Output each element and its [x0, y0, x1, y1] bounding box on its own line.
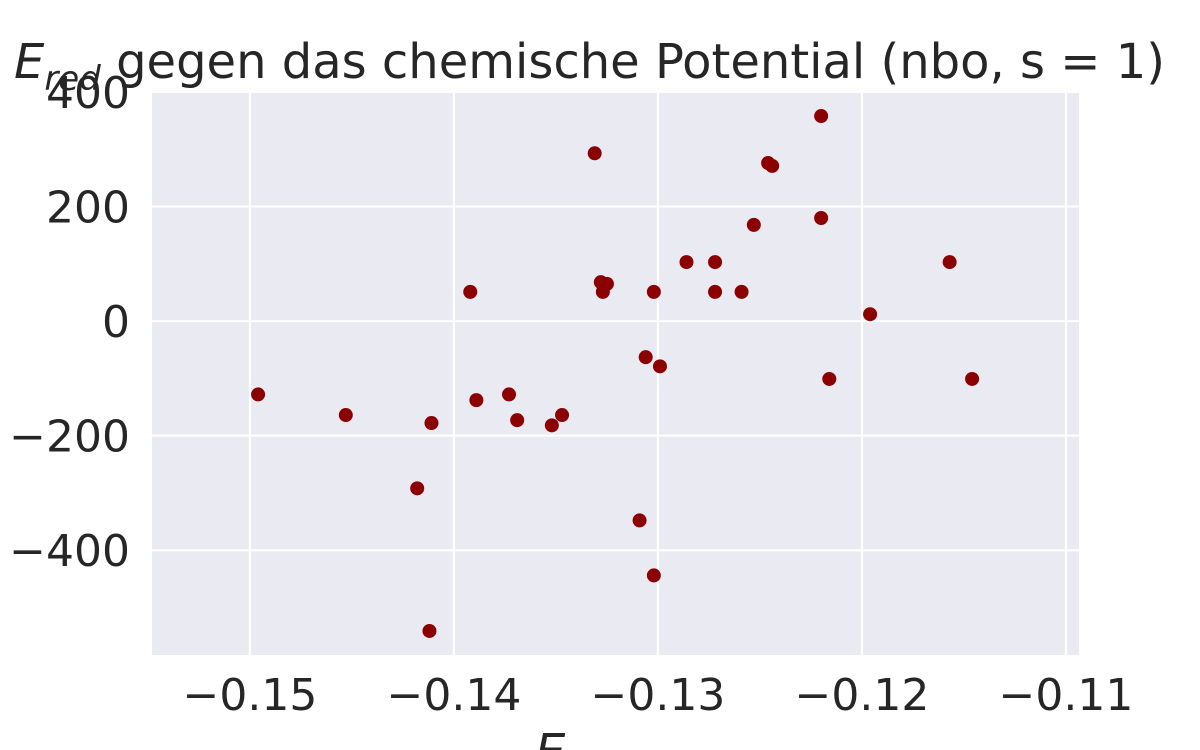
point — [338, 408, 353, 423]
point — [679, 255, 694, 270]
point — [424, 416, 439, 431]
x-tick-label: −0.15 — [183, 670, 318, 721]
point — [463, 284, 478, 299]
title-symbol: E — [14, 34, 45, 90]
point — [251, 387, 266, 402]
x-tick-label: −0.13 — [591, 670, 726, 721]
point — [510, 413, 525, 428]
point — [942, 255, 957, 270]
point — [555, 408, 570, 423]
point — [587, 146, 602, 161]
title-subscript: red — [44, 59, 101, 99]
point — [544, 418, 559, 433]
point — [822, 371, 837, 386]
point — [765, 158, 780, 173]
point — [410, 481, 425, 496]
point — [599, 276, 614, 291]
point — [422, 623, 437, 638]
point — [746, 217, 761, 232]
point — [965, 371, 980, 386]
point — [863, 307, 878, 322]
x-tick-label: −0.14 — [387, 670, 522, 721]
point — [814, 211, 829, 226]
point — [469, 393, 484, 408]
plot-area — [152, 92, 1079, 655]
point — [652, 359, 667, 374]
y-tick-label: 0 — [102, 297, 130, 348]
grid — [152, 91, 1079, 655]
point — [814, 109, 829, 124]
x-axis-label: EChemPot — [535, 724, 721, 750]
y-tick-label: −200 — [9, 412, 130, 463]
point — [502, 387, 517, 402]
point — [646, 284, 661, 299]
y-tick-label: 400 — [46, 68, 130, 119]
title-text: gegen das chemische Potential (nbo, s = … — [101, 34, 1165, 90]
point — [708, 284, 723, 299]
x-tick-label: −0.11 — [999, 670, 1134, 721]
point — [708, 255, 723, 270]
points — [251, 109, 980, 638]
point — [638, 350, 653, 365]
x-label-symbol: E — [535, 724, 566, 750]
y-tick-label: 200 — [46, 183, 130, 234]
chart-title: Ered gegen das chemische Potential (nbo,… — [14, 34, 1165, 99]
y-tick-label: −400 — [9, 526, 130, 577]
x-tick-label: −0.12 — [795, 670, 930, 721]
point — [632, 513, 647, 528]
point — [734, 284, 749, 299]
point — [646, 568, 661, 583]
